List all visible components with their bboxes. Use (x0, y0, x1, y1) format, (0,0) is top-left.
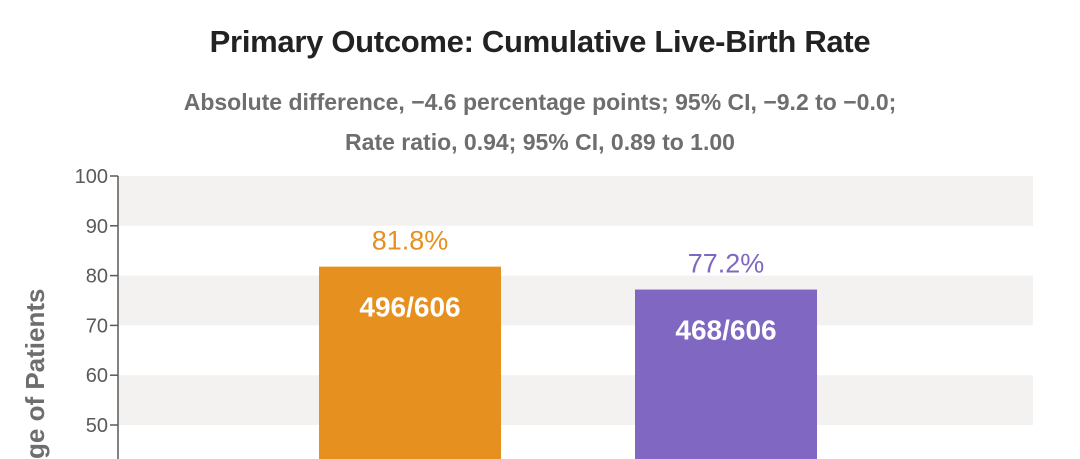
bar (635, 289, 817, 459)
grid-band (118, 176, 1033, 226)
bars: 81.8% 496/606 77.2% 468/606 (319, 226, 817, 459)
y-axis: 100 90 80 70 60 50 (75, 166, 119, 459)
y-tick-label: 90 (86, 216, 108, 238)
grid-bands (118, 176, 1033, 425)
y-tick-label: 70 (86, 315, 108, 337)
y-axis-label: ge of Patients (20, 289, 50, 459)
y-tick-label: 50 (86, 415, 108, 437)
grid-band (118, 375, 1033, 425)
y-tick-label: 60 (86, 365, 108, 387)
grid-band (118, 275, 1033, 326)
chart-subtitle-line-1: Absolute difference, −4.6 percentage poi… (183, 89, 897, 115)
y-tick-label: 100 (75, 166, 108, 188)
chart-title: Primary Outcome: Cumulative Live-Birth R… (209, 24, 871, 59)
bar-count-label: 496/606 (359, 292, 460, 323)
chart-subtitle-line-2: Rate ratio, 0.94; 95% CI, 0.89 to 1.00 (345, 129, 735, 155)
bar (319, 266, 501, 459)
bar-count-label: 468/606 (675, 315, 776, 346)
bar-value-label: 77.2% (688, 249, 765, 279)
y-tick-label: 80 (86, 266, 108, 288)
bar-value-label: 81.8% (372, 226, 449, 256)
